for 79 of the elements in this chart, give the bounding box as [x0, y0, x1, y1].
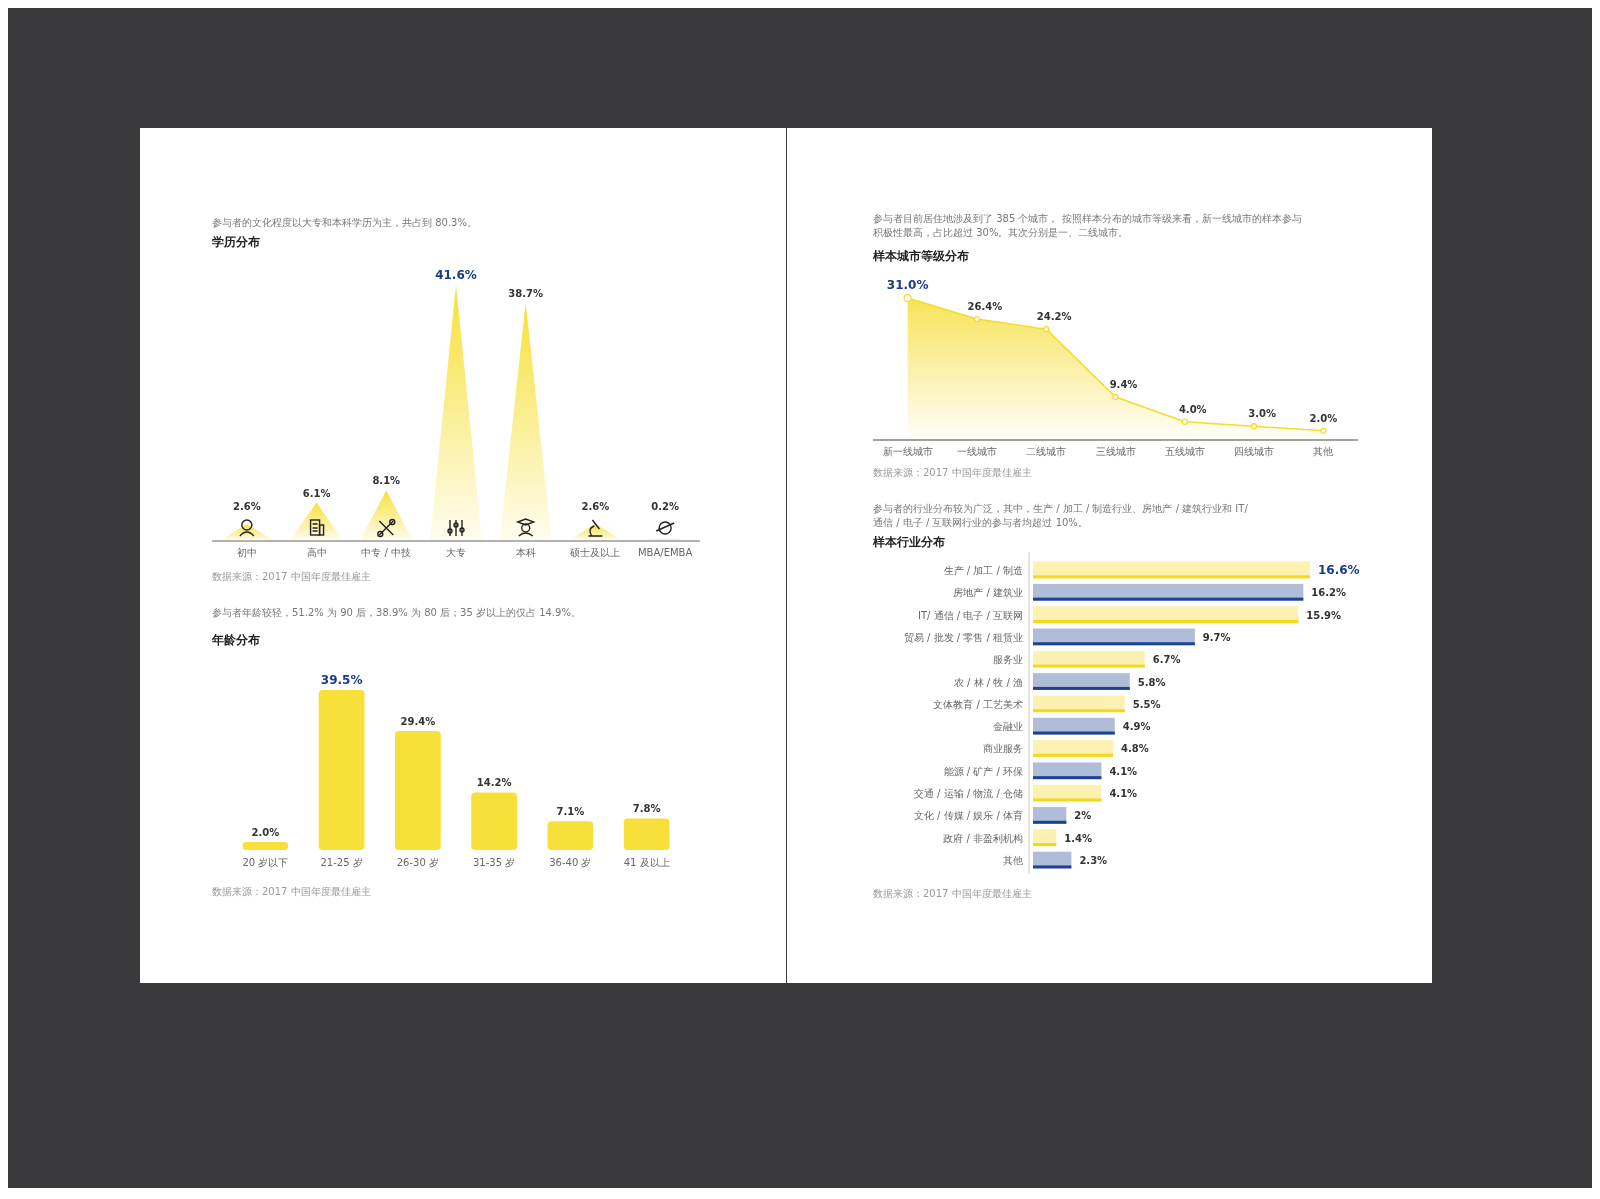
x-tick-label: 本科 — [515, 547, 536, 558]
data-label: 7.8% — [632, 803, 661, 815]
x-tick-label: 31-35 岁 — [473, 857, 516, 868]
data-label: 7.1% — [556, 806, 585, 818]
data-label: 1.4% — [1064, 832, 1093, 844]
y-tick-label: 商业服务 — [983, 743, 1023, 755]
x-tick-label: 21-25 岁 — [320, 857, 363, 868]
y-tick-label: 服务业 — [993, 654, 1023, 666]
data-label: 9.7% — [1202, 631, 1231, 643]
data-label: 14.2% — [476, 777, 512, 789]
y-tick-label: 政府 / 非盈利机构 — [943, 832, 1023, 844]
data-label: 38.7% — [508, 287, 544, 299]
data-label: 0.2% — [651, 501, 680, 512]
data-label: 29.4% — [400, 715, 436, 727]
source-note: 数据来源：2017 中国年度最佳雇主 — [212, 886, 371, 897]
data-label: 3.0% — [1248, 408, 1276, 420]
data-label: 16.2% — [1311, 587, 1347, 599]
y-tick-label: 能源 / 矿产 / 环保 — [943, 765, 1023, 777]
data-label: 39.5% — [320, 673, 363, 687]
data-label: 15.9% — [1306, 609, 1342, 621]
data-label: 6.1% — [302, 487, 331, 499]
x-tick-label: 中专 / 中技 — [361, 547, 412, 558]
y-tick-label: 房地产 / 建筑业 — [953, 587, 1023, 599]
data-label: 16.6% — [1318, 562, 1360, 577]
chart-title: 年龄分布 — [211, 633, 260, 647]
x-tick-label: 高中 — [306, 547, 327, 558]
x-tick-label: 一线城市 — [956, 446, 997, 457]
x-tick-label: 其他 — [1313, 446, 1334, 457]
y-tick-label: 金融业 — [993, 721, 1023, 733]
chart-subtitle: 参与者的文化程度以大专和本科学历为主，共占到 80.3%。 — [212, 217, 477, 228]
y-tick-label: 文化 / 传媒 / 娱乐 / 体育 — [913, 810, 1023, 822]
data-label: 2.0% — [251, 826, 280, 838]
y-tick-label: 生产 / 加工 / 制造 — [943, 564, 1023, 576]
y-tick-label: 文体教育 / 工艺美术 — [933, 698, 1023, 710]
data-label: 31.0% — [886, 278, 929, 292]
data-label: 26.4% — [967, 301, 1003, 313]
chart-title: 样本城市等级分布 — [872, 249, 969, 263]
data-label: 2.0% — [1309, 412, 1338, 424]
x-tick-label: 20 岁以下 — [242, 857, 289, 868]
data-label: 2.6% — [232, 501, 261, 512]
x-tick-label: 41 及以上 — [623, 857, 670, 868]
x-tick-label: 三线城市 — [1095, 446, 1136, 457]
data-label: 24.2% — [1036, 311, 1072, 323]
data-label: 4.1% — [1109, 765, 1138, 777]
data-label: 4.8% — [1121, 743, 1149, 755]
data-label: 4.1% — [1109, 788, 1138, 800]
chart-title: 学历分布 — [212, 235, 260, 249]
y-tick-label: 贸易 / 批发 / 零售 / 租赁业 — [903, 631, 1023, 643]
text: 样本行业分布 — [872, 535, 945, 549]
x-tick-label: 硕士及以上 — [569, 547, 621, 558]
x-tick-label: MBA/EMBA — [637, 547, 693, 558]
data-label: 4.9% — [1122, 721, 1151, 733]
data-label: 2.6% — [581, 501, 610, 512]
data-label: 2.3% — [1079, 855, 1108, 867]
y-tick-label: 农 / 林 / 牧 / 渔 — [953, 676, 1023, 688]
source-note: 数据来源：2017 中国年度最佳雇主 — [212, 571, 371, 582]
x-tick-label: 五线城市 — [1164, 446, 1205, 457]
y-tick-label: 交通 / 运输 / 物流 / 仓储 — [913, 788, 1023, 800]
x-tick-label: 36-40 岁 — [549, 857, 592, 868]
x-tick-label: 新一线城市 — [882, 446, 933, 457]
source-note: 数据来源：2017 中国年度最佳雇主 — [873, 467, 1032, 478]
x-tick-label: 26-30 岁 — [396, 857, 439, 868]
data-label: 41.6% — [435, 268, 477, 282]
data-label: 2% — [1074, 810, 1092, 822]
data-label: 8.1% — [372, 475, 401, 487]
x-tick-label: 初中 — [236, 547, 257, 558]
data-label: 5.5% — [1132, 698, 1161, 710]
data-label: 6.7% — [1152, 654, 1181, 666]
data-label: 9.4% — [1109, 378, 1138, 390]
source-note: 数据来源：2017 中国年度最佳雇主 — [873, 888, 1032, 899]
chart-subtitle: 参与者的行业分布较为广泛，其中，生产 / 加工 / 制造行业、房地产 / 建筑行业和 IT/ 通信 / 电子 / 互联网行业的参与者均超过 10%。 — [873, 503, 1249, 528]
y-tick-label: IT/ 通信 / 电子 / 互联网 — [917, 609, 1023, 621]
chart-subtitle: 参与者年龄较轻，51.2% 为 90 后，38.9% 为 80 后；35 岁以上的仅占 14.9%。 — [212, 607, 581, 618]
x-tick-label: 大专 — [446, 547, 466, 558]
data-label: 5.8% — [1137, 676, 1166, 688]
data-label: 4.0% — [1178, 403, 1207, 415]
x-tick-label: 二线城市 — [1026, 446, 1067, 457]
x-tick-label: 四线城市 — [1234, 446, 1275, 457]
chart-subtitle: 参与者目前居住地涉及到了 385 个城市， 按照样本分布的城市等级来看，新一线城市的样本参与积极性最高，占比超过 30%。其次分别是一、二线城市。 — [873, 213, 1302, 238]
